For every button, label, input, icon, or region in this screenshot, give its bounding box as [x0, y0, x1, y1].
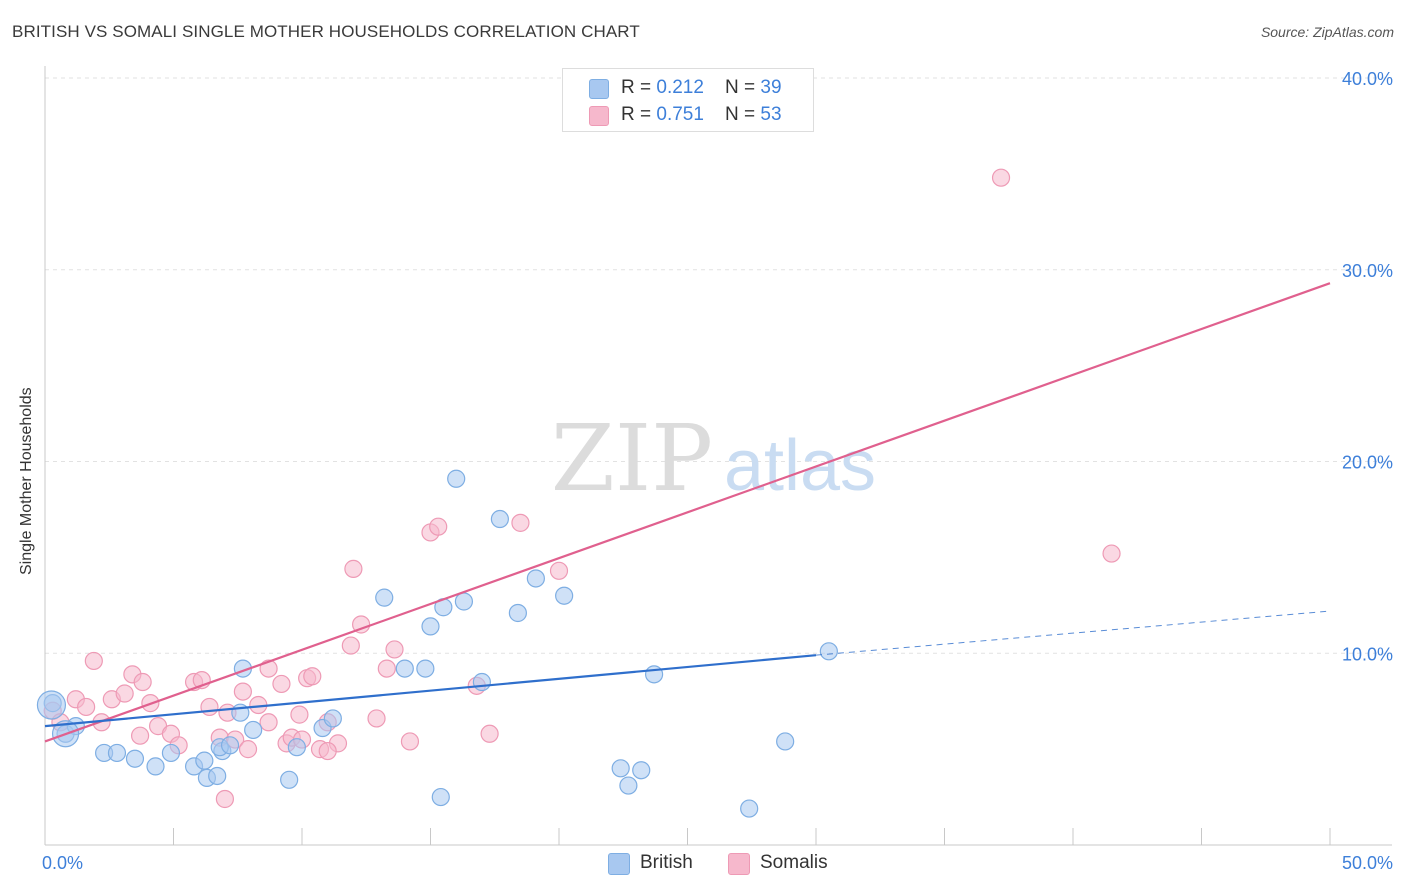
- legend-r-label: R =: [621, 77, 657, 98]
- british-point-38: [619, 776, 638, 795]
- british-point-35: [819, 642, 838, 661]
- somali-point-16: [200, 697, 219, 717]
- somali-point-21: [238, 740, 258, 759]
- somali-point-49: [215, 789, 234, 809]
- somali-point-38: [344, 559, 363, 578]
- legend-n-label: N =: [725, 104, 761, 125]
- legend-text-british: R = 0.212 N = 39: [621, 77, 782, 99]
- british-point-36: [776, 732, 795, 751]
- legend-swatch-british: [589, 79, 609, 99]
- somali-point-43: [511, 513, 530, 532]
- british-point-14: [208, 766, 227, 786]
- british-point-18: [280, 770, 299, 789]
- british-point-34: [644, 665, 664, 684]
- british-point-32: [526, 569, 545, 588]
- british-point-25: [421, 617, 440, 636]
- british-trend-line: [44, 654, 817, 728]
- somali-point-44: [480, 724, 499, 743]
- british-point-4: [125, 749, 145, 768]
- british-point-9: [195, 751, 214, 770]
- somali-point-45: [400, 732, 420, 751]
- legend-n-value-somali: 53: [760, 104, 782, 125]
- grid-lines: [45, 77, 1392, 654]
- legend-n-value-british: 39: [760, 77, 782, 98]
- somali-point-3: [77, 697, 96, 717]
- somali-point-48: [259, 713, 278, 732]
- somali-point-7: [115, 684, 134, 703]
- legend-r-label: R =: [621, 104, 657, 125]
- british-point-40: [431, 787, 450, 807]
- bottom-legend-swatch-somali: [728, 853, 750, 875]
- somali-trend-line: [44, 282, 1331, 743]
- watermark-zip: ZIP: [551, 405, 713, 512]
- watermark-atlas: atlas: [724, 426, 876, 506]
- somali-point-36: [377, 659, 396, 678]
- x-tick-label-end: 50.0%: [1342, 853, 1393, 873]
- legend-n-label: N =: [725, 77, 761, 98]
- british-point-12: [244, 720, 263, 740]
- british-point-22: [375, 588, 394, 607]
- trend-lines: [44, 282, 1331, 743]
- somali-point-24: [272, 674, 291, 694]
- somali-point-40: [429, 517, 448, 536]
- british-point-large-1: [36, 690, 67, 720]
- british-point-19: [287, 738, 306, 757]
- british-point-28: [472, 672, 491, 692]
- watermark: ZIP atlas: [551, 405, 876, 512]
- british-point-30: [490, 509, 509, 529]
- somali-point-46: [318, 741, 337, 761]
- legend-r-value-somali: 0.751: [656, 104, 704, 125]
- chart-title: BRITISH VS SOMALI SINGLE MOTHER HOUSEHOL…: [12, 22, 640, 41]
- british-trend-extension: [815, 610, 1331, 656]
- y-tick-label-2: 30.0%: [1342, 261, 1393, 281]
- somali-point-35: [367, 709, 386, 728]
- y-tick-label-3: 40.0%: [1342, 69, 1393, 89]
- british-point-39: [632, 761, 651, 780]
- bottom-legend-swatch-british: [608, 853, 630, 875]
- legend: R = 0.212 N = 39 R = 0.751 N = 53: [562, 68, 814, 132]
- somali-point-51: [991, 168, 1011, 187]
- bottom-legend-label-british: British: [640, 852, 693, 873]
- somali-point-20: [233, 682, 252, 701]
- british-point-23: [395, 659, 414, 678]
- tick-labels: 10.0% 20.0% 30.0% 40.0% 0.0% 50.0%: [42, 69, 1393, 873]
- x-tick-label-start: 0.0%: [42, 853, 83, 873]
- british-point-7: [161, 743, 181, 763]
- british-point-24: [416, 659, 435, 678]
- legend-text-somali: R = 0.751 N = 53: [621, 104, 782, 126]
- british-point-21: [323, 709, 342, 728]
- somali-point-33: [341, 636, 360, 655]
- bottom-legend-label-somali: Somalis: [760, 852, 828, 873]
- somali-point-29: [303, 667, 322, 686]
- british-point-33: [555, 586, 574, 605]
- legend-r-value-british: 0.212: [656, 77, 704, 98]
- legend-swatch-somali: [589, 106, 609, 126]
- british-point-31: [508, 603, 527, 623]
- british-point-27: [454, 592, 474, 611]
- somali-point-42: [549, 561, 569, 580]
- british-point-37: [611, 759, 630, 778]
- somali-point-9: [133, 672, 152, 692]
- y-tick-label-1: 20.0%: [1342, 453, 1393, 473]
- somali-point-4: [84, 651, 103, 671]
- british-point-29: [447, 469, 466, 488]
- british-point-6: [146, 757, 165, 776]
- source-label: Source: ZipAtlas.com: [1260, 24, 1394, 40]
- british-point-16: [220, 736, 240, 755]
- somali-point-52: [1102, 544, 1121, 563]
- british-point-41: [740, 799, 759, 818]
- somali-point-34: [352, 615, 371, 634]
- somali-point-27: [290, 705, 309, 724]
- y-tick-label-0: 10.0%: [1342, 644, 1393, 664]
- somali-point-37: [385, 640, 404, 659]
- somali-point-50: [130, 726, 150, 745]
- british-point-5: [107, 743, 127, 763]
